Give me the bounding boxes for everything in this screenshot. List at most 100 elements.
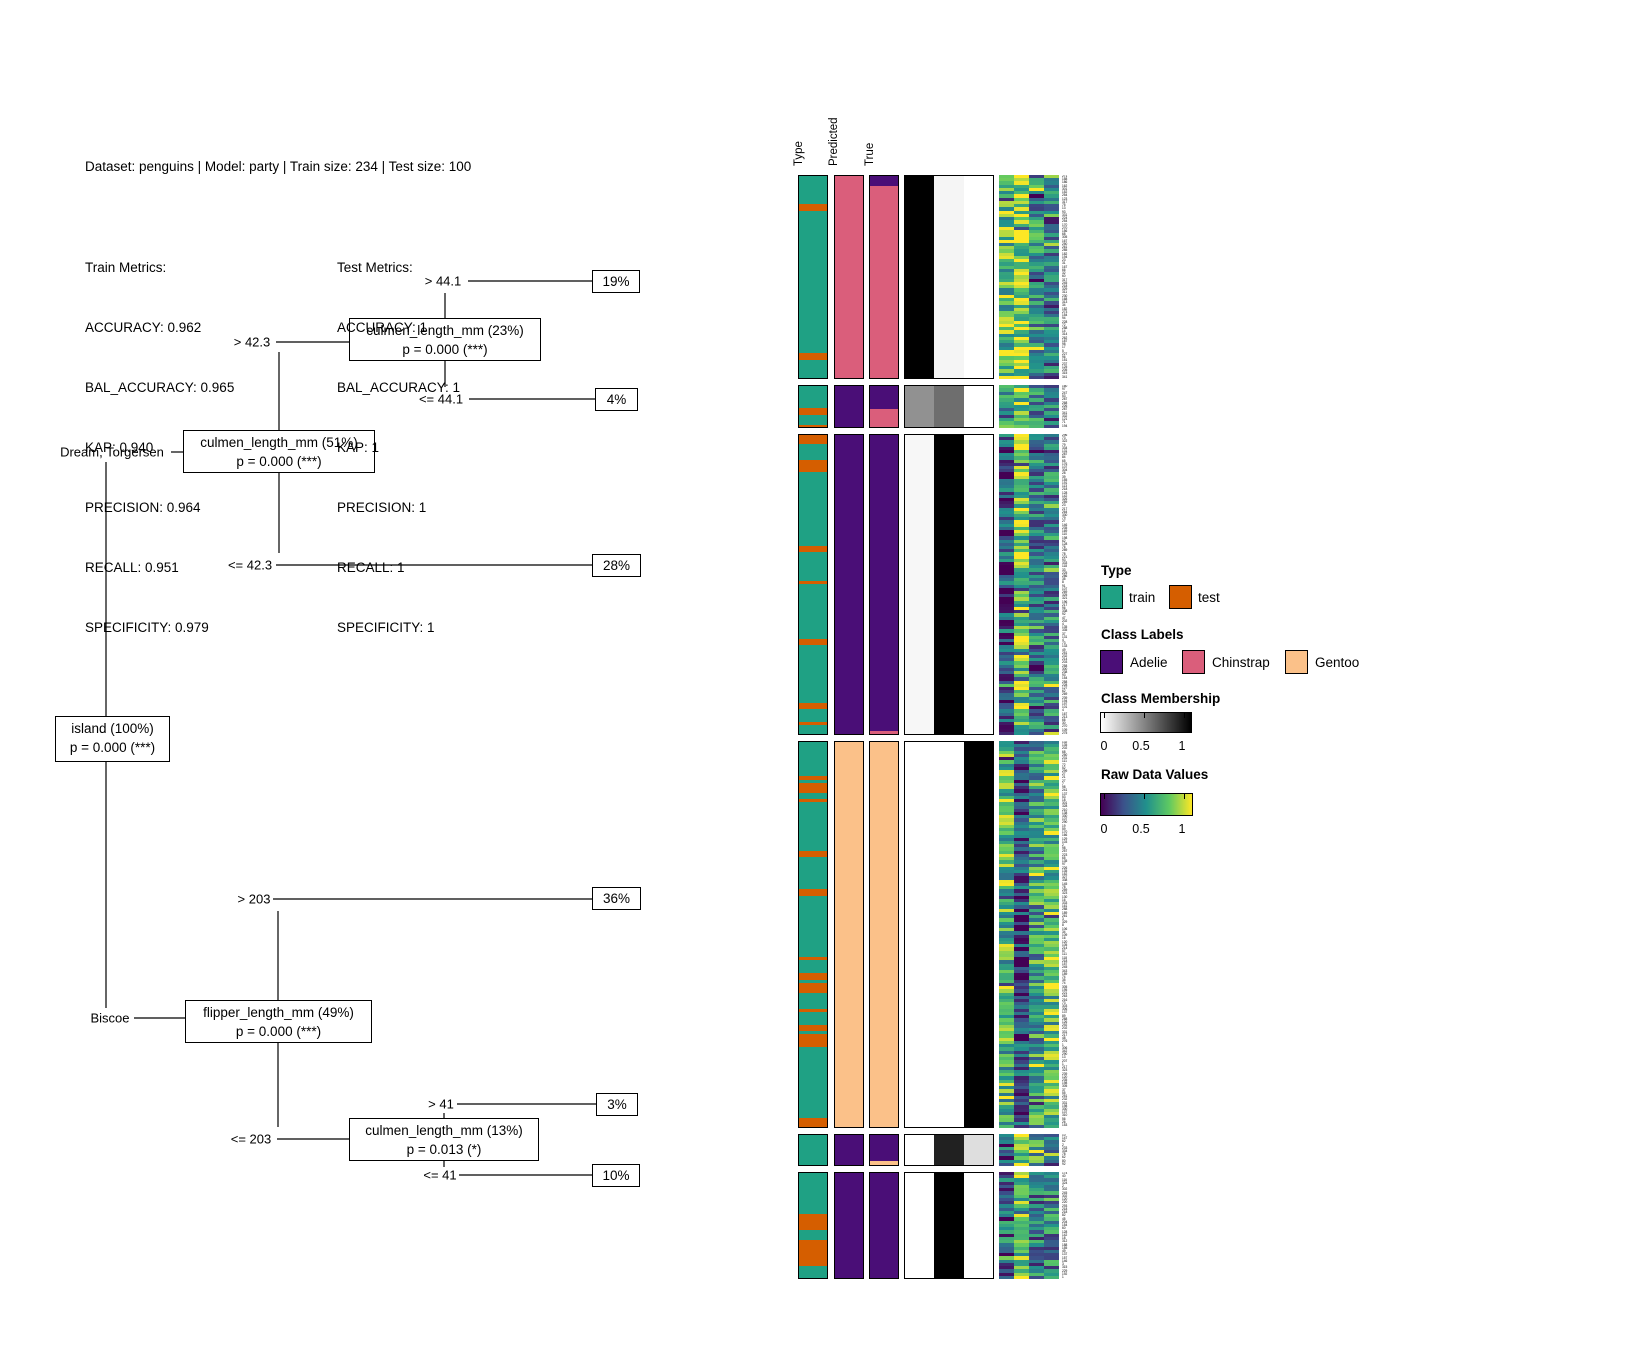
raw-cell: [1014, 249, 1029, 254]
raw-cell: [1044, 1053, 1059, 1058]
raw-cell: [1044, 223, 1059, 228]
raw-cell: [1044, 450, 1059, 454]
raw-cell: [1029, 1236, 1044, 1241]
raw-cell: [1044, 1031, 1059, 1035]
raw-cell: [1044, 645, 1059, 649]
raw-cell: [1044, 811, 1059, 816]
test-stripe: [799, 850, 827, 858]
heatmap-raw-data-block: [999, 175, 1059, 379]
raw-cell: [999, 213, 1014, 218]
raw-cell: [1014, 892, 1029, 897]
raw-cell: [1044, 1034, 1059, 1039]
raw-cell: [1044, 1220, 1059, 1225]
raw-cell: [1029, 1246, 1044, 1251]
raw-cell: [1014, 1188, 1029, 1192]
raw-cell: [1014, 491, 1029, 496]
raw-cell: [1044, 1044, 1059, 1048]
raw-cell: [999, 200, 1014, 205]
raw-cell: [1014, 944, 1029, 948]
raw-cell: [1029, 398, 1044, 402]
raw-cell: [1014, 533, 1029, 537]
raw-cell: [999, 792, 1014, 797]
raw-cell: [1014, 1134, 1029, 1138]
raw-cell: [999, 982, 1014, 987]
raw-cell: [1029, 632, 1044, 637]
raw-cell: [1014, 285, 1029, 289]
true-class-segment: [870, 731, 898, 734]
raw-cell: [1044, 731, 1059, 735]
raw-cell: [1014, 603, 1029, 608]
raw-cell: [999, 311, 1014, 315]
raw-cell: [1044, 1011, 1059, 1016]
raw-cell: [999, 789, 1014, 793]
raw-cell: [999, 928, 1014, 932]
raw-cell: [1029, 204, 1044, 208]
raw-cell: [1014, 398, 1029, 402]
raw-cell: [1044, 1040, 1059, 1045]
test-stripe: [799, 789, 827, 793]
raw-cell: [999, 178, 1014, 182]
raw-cell: [1044, 931, 1059, 935]
raw-cell: [1029, 995, 1044, 1000]
raw-cell: [999, 1220, 1014, 1225]
raw-cell: [1029, 1008, 1044, 1013]
raw-cell: [999, 744, 1014, 748]
raw-cell: [1014, 391, 1029, 396]
raw-cell: [1014, 530, 1029, 534]
raw-cell: [1044, 966, 1059, 971]
raw-cell: [999, 773, 1014, 777]
raw-cell: [1044, 693, 1059, 697]
raw-cell: [1029, 645, 1044, 649]
raw-cell: [1044, 281, 1059, 286]
raw-cell: [999, 587, 1014, 592]
raw-cell: [1029, 233, 1044, 237]
raw-cell: [1029, 565, 1044, 569]
edge-label-dream-torgersen: Dream, Torgersen: [60, 444, 164, 460]
raw-cell: [999, 902, 1014, 906]
raw-cell: [1044, 184, 1059, 189]
raw-cell: [1029, 1197, 1044, 1202]
raw-cell: [999, 401, 1014, 406]
raw-cell: [1014, 989, 1029, 993]
raw-cell: [1044, 1172, 1059, 1176]
raw-cell: [1014, 1040, 1029, 1045]
raw-cell: [999, 1150, 1014, 1154]
raw-cell: [1029, 539, 1044, 544]
raw-cell: [1014, 217, 1029, 221]
raw-cell: [1044, 275, 1059, 279]
raw-cell: [1044, 294, 1059, 299]
raw-cell: [1029, 648, 1044, 653]
raw-cell: [1044, 828, 1059, 832]
raw-cell: [999, 181, 1014, 186]
raw-cell: [999, 1121, 1014, 1126]
raw-cell: [1029, 750, 1044, 755]
raw-cell: [1014, 651, 1029, 656]
raw-cell: [1044, 763, 1059, 768]
membership-cell: [934, 742, 965, 1127]
raw-cell: [1044, 1089, 1059, 1093]
raw-cell: [1029, 610, 1044, 614]
raw-cell: [1014, 1011, 1029, 1016]
raw-cell: [999, 1057, 1014, 1061]
raw-cell: [1044, 265, 1059, 270]
raw-cell: [1014, 226, 1029, 231]
raw-cell: [1014, 210, 1029, 215]
raw-cell: [999, 1102, 1014, 1106]
legend-swatch-chinstrap: [1182, 650, 1205, 674]
raw-cell: [999, 533, 1014, 537]
raw-cell: [999, 879, 1014, 884]
raw-cell: [1044, 446, 1059, 451]
raw-cell: [1044, 850, 1059, 855]
raw-cell: [1029, 230, 1044, 234]
raw-cell: [1014, 613, 1029, 617]
raw-cell: [999, 542, 1014, 547]
raw-cell: [1014, 1210, 1029, 1215]
raw-cell: [999, 725, 1014, 729]
raw-cell: [1044, 1024, 1059, 1029]
raw-cell: [1029, 311, 1044, 315]
raw-cell: [999, 456, 1014, 460]
raw-cell: [1029, 680, 1044, 685]
raw-cell: [999, 606, 1014, 611]
raw-cell: [999, 908, 1014, 913]
raw-cell: [1014, 712, 1029, 717]
